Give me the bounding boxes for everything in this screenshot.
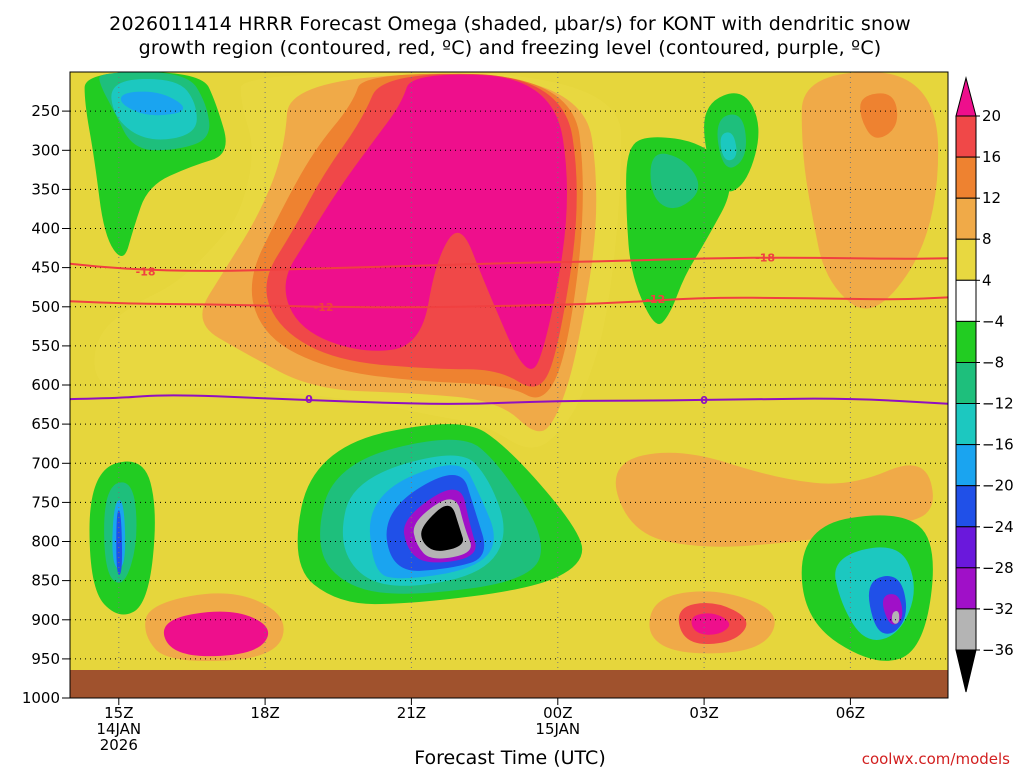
colorbar-label-7: −12 <box>982 395 1014 413</box>
contour-line-1 <box>70 296 948 309</box>
y-tick-label-750: 750 <box>31 493 60 511</box>
colorbar-bin-sky <box>955 444 977 487</box>
colorbar-arrow-bottom <box>955 649 977 693</box>
colorbar-bin-orange_dark <box>955 156 977 199</box>
x-tick-year-0: 2026 <box>100 736 138 754</box>
credit-link[interactable]: coolwx.com/models <box>862 750 1010 768</box>
colorbar-label-9: −20 <box>982 477 1014 495</box>
colorbar-bin-gray <box>955 608 977 651</box>
colorbar-label-5: −4 <box>982 312 1004 330</box>
contour-label-0: -18 <box>136 266 156 279</box>
colorbar-bin-violet <box>955 526 977 569</box>
x-tick-date-3: 15JAN <box>535 720 580 738</box>
contour-line-2 <box>70 394 948 405</box>
omega-region-east-low-green <box>891 611 900 624</box>
colorbar-label-8: −16 <box>982 436 1014 454</box>
colorbar-arrow-top <box>955 76 977 117</box>
contour-label-2: -12 <box>314 301 334 314</box>
y-tick-label-300: 300 <box>31 141 60 159</box>
chart-title-line1: 2026011414 HRRR Forecast Omega (shaded, … <box>109 13 911 35</box>
colorbar-bin-teal_green <box>955 362 977 405</box>
x-tick-label-3: 00Z <box>543 704 572 722</box>
x-tick-label-0: 15Z <box>104 704 133 722</box>
plot-area: -18 -18 -12 -12 0 0 <box>69 71 949 699</box>
colorbar-bin-red <box>955 115 977 158</box>
colorbar-label-4: 4 <box>982 271 992 289</box>
omega-region-main-updraft <box>285 74 567 369</box>
contour-line-0 <box>70 256 948 272</box>
x-tick-date-0: 14JAN <box>96 720 141 738</box>
colorbar: 20 16 12 8 4 −4 −8 −12 −16 −20 −24 −28 −32 −36 <box>955 76 1014 693</box>
y-tick-label-1000: 1000 <box>22 689 60 707</box>
ground-strip <box>70 670 948 698</box>
y-tick-label-600: 600 <box>31 376 60 394</box>
colorbar-label-3: 8 <box>982 230 992 248</box>
colorbar-label-1: 16 <box>982 148 1001 166</box>
contour-label-4: 0 <box>305 393 313 406</box>
colorbar-bin-orange <box>955 197 977 240</box>
contour-label-1: -18 <box>755 252 775 265</box>
omega-region-03z-low-red <box>691 613 730 635</box>
colorbar-bin-teal <box>955 403 977 446</box>
omega-region-mid-east-green <box>650 153 699 209</box>
omega-region-upper-teal-blob <box>120 91 184 116</box>
colorbar-label-6: −8 <box>982 354 1004 372</box>
omega-shading <box>84 72 939 662</box>
y-tick-label-500: 500 <box>31 298 60 316</box>
omega-region-right-orange <box>801 72 939 309</box>
contour-lines: -18 -18 -12 -12 0 0 <box>70 252 948 407</box>
colorbar-bin-white <box>955 279 977 322</box>
omega-region-west-low-pink <box>163 611 269 657</box>
y-tick-label-250: 250 <box>31 102 60 120</box>
y-tick-label-650: 650 <box>31 415 60 433</box>
colorbar-bin-green <box>955 320 977 363</box>
colorbar-label-0: 20 <box>982 107 1001 125</box>
omega-region-east-upper-blob <box>720 132 737 161</box>
colorbar-label-2: 12 <box>982 189 1001 207</box>
colorbar-label-13: −36 <box>982 641 1014 659</box>
omega-region-right-orange <box>860 93 898 138</box>
x-tick-label-2: 21Z <box>397 704 426 722</box>
x-tick-label-5: 06Z <box>836 704 865 722</box>
colorbar-bin-blue <box>955 485 977 528</box>
y-tick-label-800: 800 <box>31 533 60 551</box>
contour-label-3: -12 <box>645 293 665 306</box>
x-tick-label-1: 18Z <box>250 704 279 722</box>
colorbar-bin-purple <box>955 567 977 610</box>
x-tick-label-4: 03Z <box>689 704 718 722</box>
chart-title-line2: growth region (contoured, red, ºC) and f… <box>139 37 882 59</box>
y-axis: 250 300 350 400 450 500 550 600 650 700 750 800 850 9… <box>22 102 70 707</box>
y-tick-label-700: 700 <box>31 454 60 472</box>
colorbar-bin-yellow <box>955 238 977 281</box>
colorbar-label-11: −28 <box>982 559 1014 577</box>
y-tick-label-850: 850 <box>31 572 60 590</box>
y-tick-label-550: 550 <box>31 337 60 355</box>
omega-region-low-descent <box>421 505 464 551</box>
y-tick-label-350: 350 <box>31 180 60 198</box>
y-tick-label-950: 950 <box>31 650 60 668</box>
x-axis-title: Forecast Time (UTC) <box>414 747 605 768</box>
contour-label-5: 0 <box>700 394 708 407</box>
y-tick-label-450: 450 <box>31 259 60 277</box>
colorbar-label-12: −32 <box>982 600 1014 618</box>
colorbar-label-10: −24 <box>982 518 1014 536</box>
y-tick-label-900: 900 <box>31 611 60 629</box>
y-tick-label-400: 400 <box>31 220 60 238</box>
